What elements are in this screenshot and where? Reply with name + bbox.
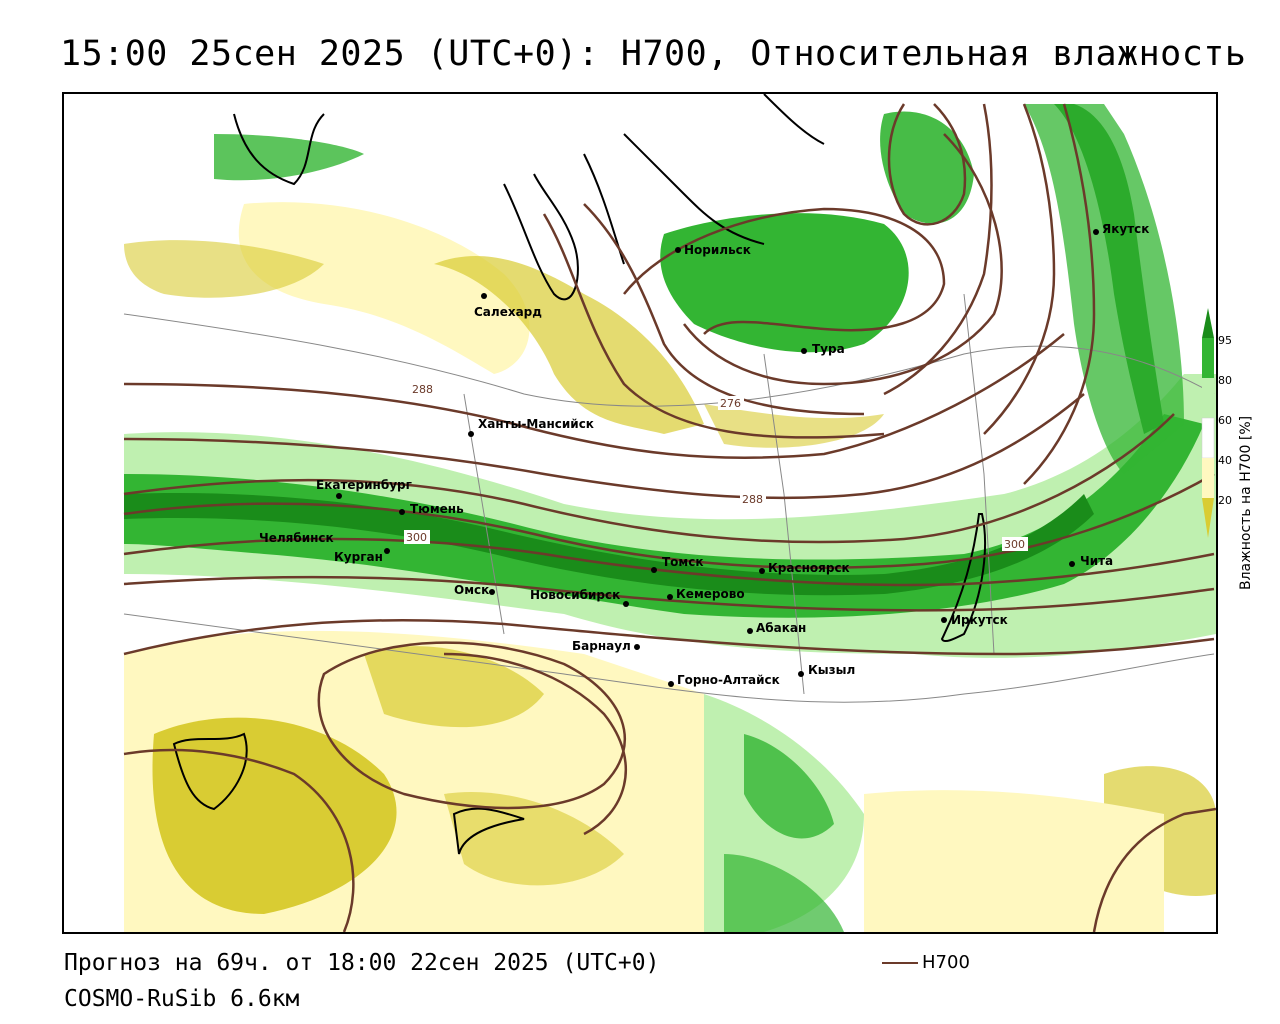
city-label-norilsk: Норильск — [684, 243, 751, 257]
contour-label-300-b: 300 — [1004, 538, 1025, 551]
cities: Салехард Норильск Тура Якутск Ханты-Манс… — [259, 222, 1149, 687]
legend-band-20-40 — [1202, 458, 1214, 498]
city-label-barnaul: Барнаул — [572, 639, 631, 653]
city-label-omsk: Омск — [454, 583, 489, 597]
contour-label-300-a: 300 — [406, 531, 427, 544]
city-label-irkutsk: Иркутск — [951, 613, 1008, 627]
city-label-salekhard: Салехард — [474, 305, 542, 319]
legend-tick-60: 60 — [1218, 414, 1232, 427]
city-label-novosibirsk: Новосибирск — [530, 588, 620, 602]
city-dot-yakutsk — [1093, 229, 1099, 235]
legend-arrow-bottom — [1202, 498, 1214, 538]
legend-tick-95: 95 — [1218, 334, 1232, 347]
city-label-kemerovo: Кемерово — [676, 587, 745, 601]
city-label-kurgan: Курган — [334, 550, 383, 564]
city-label-abakan: Абакан — [756, 621, 806, 635]
city-dot-irkutsk — [941, 617, 947, 623]
h700-line-sample — [882, 961, 918, 964]
city-dot-barnaul — [634, 644, 640, 650]
city-dot-kyzyl — [798, 671, 804, 677]
city-dot-abakan — [747, 628, 753, 634]
city-label-tura: Тура — [812, 342, 845, 356]
city-dot-norilsk — [675, 247, 681, 253]
legend-tick-40: 40 — [1218, 454, 1232, 467]
h700-line-legend: H700 — [882, 952, 970, 973]
city-label-tyumen: Тюмень — [410, 502, 464, 516]
h700-line-label: H700 — [922, 952, 970, 973]
city-label-kyzyl: Кызыл — [808, 663, 855, 677]
map-area[interactable]: 288 276 288 300 300 Салехард Норильск Ту… — [62, 92, 1218, 934]
city-dot-khanty-mansiysk — [468, 431, 474, 437]
city-label-ekaterinburg: Екатеринбург — [316, 478, 412, 492]
city-label-chita: Чита — [1080, 554, 1113, 568]
city-dot-kemerovo — [667, 594, 673, 600]
model-name: COSMO-RuSib 6.6км — [64, 986, 300, 1012]
legend-tick-20: 20 — [1218, 494, 1232, 507]
legend-tick-80: 80 — [1218, 374, 1232, 387]
contour-label-276: 276 — [720, 397, 741, 410]
legend-band-60-80 — [1202, 378, 1214, 418]
city-dot-salekhard — [481, 293, 487, 299]
city-dot-tyumen — [399, 509, 405, 515]
legend-arrow-top — [1202, 308, 1214, 338]
coastline — [172, 94, 986, 855]
contour-label-288-a: 288 — [412, 383, 433, 396]
map-title: 15:00 25сен 2025 (UTC+0): H700, Относите… — [60, 34, 1247, 74]
h700-contours: 288 276 288 300 300 — [123, 103, 1216, 932]
city-dot-tura — [801, 348, 807, 354]
city-label-khanty-mansiysk: Ханты-Мансийск — [478, 417, 594, 431]
city-dot-chita — [1069, 561, 1075, 567]
city-dot-gorno-altaysk — [668, 681, 674, 687]
city-dot-krasnoyarsk — [759, 568, 765, 574]
humidity-fields — [64, 94, 1216, 932]
legend-title: Влажность на H700 [%] — [1238, 415, 1254, 590]
city-label-gorno-altaysk: Горно-Алтайск — [677, 673, 780, 687]
city-dot-novosibirsk — [623, 601, 629, 607]
map-svg: 288 276 288 300 300 Салехард Норильск Ту… — [64, 94, 1216, 932]
city-dot-omsk — [489, 589, 495, 595]
city-label-chelyabinsk: Челябинск — [259, 531, 334, 545]
humidity-legend: 95 80 60 40 20 — [1198, 300, 1278, 550]
city-label-yakutsk: Якутск — [1102, 222, 1149, 236]
legend-colorbar — [1201, 308, 1215, 538]
city-dot-ekaterinburg — [336, 493, 342, 499]
city-label-tomsk: Томск — [662, 555, 704, 569]
contour-label-288-b: 288 — [742, 493, 763, 506]
forecast-info: Прогноз на 69ч. от 18:00 22сен 2025 (UTC… — [64, 950, 660, 976]
city-label-krasnoyarsk: Красноярск — [768, 561, 850, 575]
legend-band-80-95 — [1202, 338, 1214, 378]
city-dot-tomsk — [651, 567, 657, 573]
legend-band-40-60 — [1201, 417, 1215, 459]
city-dot-kurgan — [384, 548, 390, 554]
